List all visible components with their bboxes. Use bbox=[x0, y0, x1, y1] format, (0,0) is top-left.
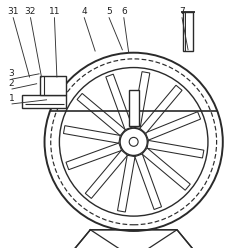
Polygon shape bbox=[140, 85, 182, 133]
Text: 2: 2 bbox=[9, 79, 14, 88]
Text: 7: 7 bbox=[179, 7, 185, 16]
Polygon shape bbox=[64, 126, 120, 143]
Polygon shape bbox=[132, 72, 150, 128]
Polygon shape bbox=[85, 150, 128, 198]
Text: 6: 6 bbox=[121, 7, 127, 16]
Text: 32: 32 bbox=[25, 7, 36, 16]
Polygon shape bbox=[106, 74, 132, 130]
Text: 4: 4 bbox=[81, 7, 87, 16]
Polygon shape bbox=[146, 112, 201, 140]
Text: 1: 1 bbox=[9, 94, 14, 103]
Polygon shape bbox=[67, 230, 200, 249]
Circle shape bbox=[120, 128, 147, 155]
Bar bbox=[40, 76, 66, 95]
Polygon shape bbox=[66, 143, 122, 170]
Polygon shape bbox=[142, 148, 190, 190]
Circle shape bbox=[129, 137, 138, 146]
Bar bbox=[22, 95, 66, 108]
Text: 5: 5 bbox=[106, 7, 112, 16]
Text: 11: 11 bbox=[49, 7, 60, 16]
Text: 3: 3 bbox=[9, 69, 14, 78]
Bar bbox=[184, 12, 193, 52]
Bar bbox=[129, 90, 138, 126]
Polygon shape bbox=[147, 140, 204, 158]
Text: 31: 31 bbox=[7, 7, 19, 16]
Polygon shape bbox=[135, 154, 162, 209]
Circle shape bbox=[44, 53, 223, 231]
Polygon shape bbox=[77, 93, 125, 136]
Polygon shape bbox=[118, 155, 135, 212]
